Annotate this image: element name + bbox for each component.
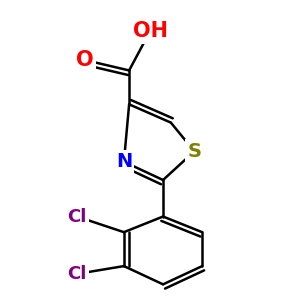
Text: N: N: [116, 152, 132, 171]
Text: Cl: Cl: [67, 265, 87, 283]
Text: Cl: Cl: [67, 208, 87, 226]
Text: S: S: [187, 142, 201, 161]
Text: O: O: [76, 50, 94, 70]
Text: OH: OH: [133, 21, 167, 41]
